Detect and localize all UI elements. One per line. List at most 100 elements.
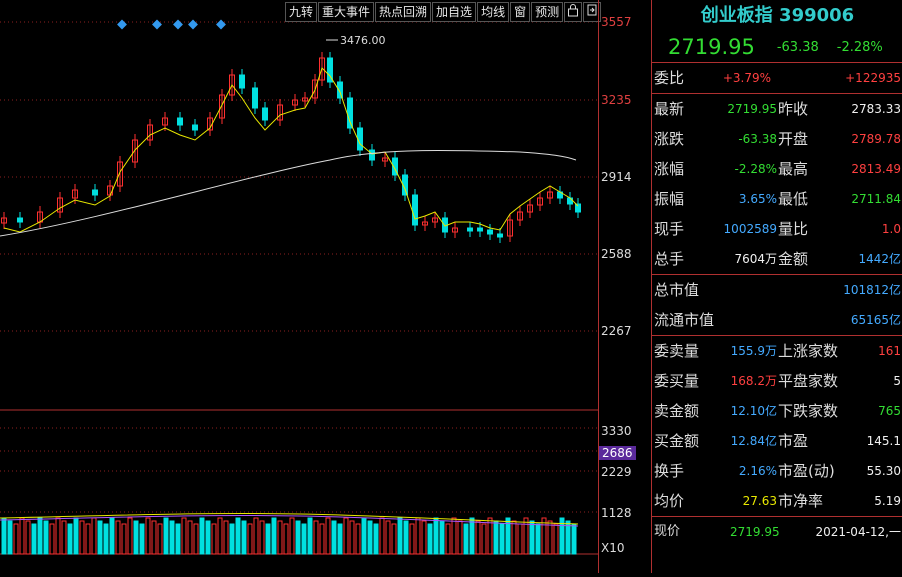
- event-marker-icon: [216, 19, 226, 30]
- volume-bar: [505, 517, 511, 555]
- stats-value: 2.16%: [738, 464, 777, 478]
- volume-bar: [145, 517, 151, 555]
- candle-body: [192, 124, 198, 131]
- candle-body: [72, 189, 78, 199]
- volume-bar: [7, 520, 13, 555]
- volume-axis-current-label: 2686: [599, 446, 636, 460]
- market-value: 65165亿: [850, 313, 901, 327]
- volume-bar: [361, 517, 367, 555]
- volume-bar: [85, 523, 91, 555]
- volume-bar: [265, 523, 271, 555]
- volume-bar: [493, 520, 499, 555]
- volume-bar: [271, 517, 277, 555]
- quote-value: +3.79%: [722, 71, 771, 85]
- volume-bar: [367, 520, 373, 555]
- volume-bar: [91, 517, 97, 555]
- volume-bar: [103, 523, 109, 555]
- volume-bar: [139, 523, 145, 555]
- volume-bar: [379, 517, 385, 555]
- quote-label: 量比: [778, 220, 809, 238]
- stats-label: 市盈: [778, 432, 809, 450]
- bottom-price: 2719.95: [730, 525, 780, 539]
- quote-label: 总手: [654, 250, 685, 268]
- volume-bar: [187, 520, 193, 555]
- stats-value: 55.30: [866, 464, 901, 478]
- kline-chart[interactable]: 3476.00: [0, 0, 598, 573]
- stats-row: 委卖量 155.9万 上涨家数 161: [652, 336, 902, 366]
- toolbar-jiuzhuan-button[interactable]: 九转: [285, 2, 318, 22]
- stats-row: 均价 27.63 市净率 5.19: [652, 486, 902, 516]
- candle-body: [277, 104, 283, 121]
- candle-body: [477, 227, 483, 232]
- volume-bar: [349, 520, 355, 555]
- toolbar-forecast-button[interactable]: 预测: [531, 2, 564, 22]
- stats-label: 市盈(动): [778, 462, 835, 480]
- candle-body: [547, 191, 553, 199]
- volume-bar: [49, 523, 55, 555]
- volume-bar: [301, 523, 307, 555]
- peak-value-label: 3476.00: [340, 34, 386, 47]
- candle-body: [327, 57, 333, 83]
- volume-bar: [451, 517, 457, 555]
- volume-axis-label: 2229: [601, 465, 632, 479]
- volume-bar: [307, 517, 313, 555]
- candle-body: [239, 74, 245, 89]
- candle-body: [567, 197, 573, 205]
- volume-bar: [475, 520, 481, 555]
- toolbar-hotspot-review-button[interactable]: 热点回溯: [375, 2, 432, 22]
- candle-body: [392, 157, 398, 176]
- volume-bar: [529, 520, 535, 555]
- event-marker-icon: [152, 19, 162, 30]
- volume-bar: [181, 517, 187, 555]
- lock-icon[interactable]: [564, 2, 583, 22]
- volume-bar: [331, 520, 337, 555]
- price-axis-label: 2267: [601, 324, 632, 338]
- quote-label: 开盘: [778, 130, 809, 148]
- toolbar-moving-average-button[interactable]: 均线: [477, 2, 510, 22]
- stats-label: 下跌家数: [778, 402, 839, 420]
- stats-row: 换手 2.16% 市盈(动) 55.30: [652, 456, 902, 486]
- volume-bar: [283, 523, 289, 555]
- volume-ma-line: [0, 512, 579, 525]
- price-axis-label: 2914: [601, 170, 632, 184]
- bottom-row: 现价 2719.95 2021-04-12,一: [652, 517, 902, 547]
- volume-bar: [511, 520, 517, 555]
- volume-bar: [433, 517, 439, 555]
- price-change: -63.38: [776, 39, 819, 55]
- quote-row: 涨跌 -63.38 开盘 2789.78: [652, 124, 902, 154]
- volume-bar: [217, 517, 223, 555]
- volume-bar: [55, 517, 61, 555]
- bottom-date: 2021-04-12,一: [815, 525, 901, 539]
- volume-bar: [355, 523, 361, 555]
- stats-label: 委卖量: [654, 342, 700, 360]
- quote-value: 2711.84: [851, 192, 901, 206]
- chart-toolbar: 九转 重大事件 热点回溯 加自选 均线 窗 预测: [285, 2, 603, 22]
- toolbar-add-watchlist-button[interactable]: 加自选: [432, 2, 477, 22]
- index-title[interactable]: 创业板指 399006: [700, 5, 855, 26]
- toolbar-window-button[interactable]: 窗: [510, 2, 531, 22]
- quote-row: 现手 1002589 量比 1.0: [652, 214, 902, 244]
- volume-bar: [445, 523, 451, 555]
- expand-icon[interactable]: [583, 2, 602, 22]
- volume-bar: [415, 517, 421, 555]
- volume-bar: [205, 520, 211, 555]
- candle-body: [369, 149, 375, 161]
- volume-bar: [175, 523, 181, 555]
- quote-label: 金额: [778, 250, 809, 268]
- toolbar-major-events-button[interactable]: 重大事件: [318, 2, 375, 22]
- volume-bar: [295, 520, 301, 555]
- volume-bar: [127, 517, 133, 555]
- candle-body: [432, 217, 438, 223]
- price-axis-label: 2588: [601, 247, 632, 261]
- volume-bar: [517, 523, 523, 555]
- candle-body: [319, 57, 325, 81]
- ma-short-line: [3, 67, 579, 233]
- stats-value: 161: [878, 344, 901, 358]
- volume-bar: [157, 523, 163, 555]
- quote-value: 2783.33: [851, 102, 901, 116]
- volume-bar: [121, 523, 127, 555]
- quote-label: 现手: [654, 220, 685, 238]
- price-axis-label: 3235: [601, 93, 632, 107]
- volume-bar: [109, 517, 115, 555]
- kline-svg[interactable]: 3476.00: [0, 0, 598, 573]
